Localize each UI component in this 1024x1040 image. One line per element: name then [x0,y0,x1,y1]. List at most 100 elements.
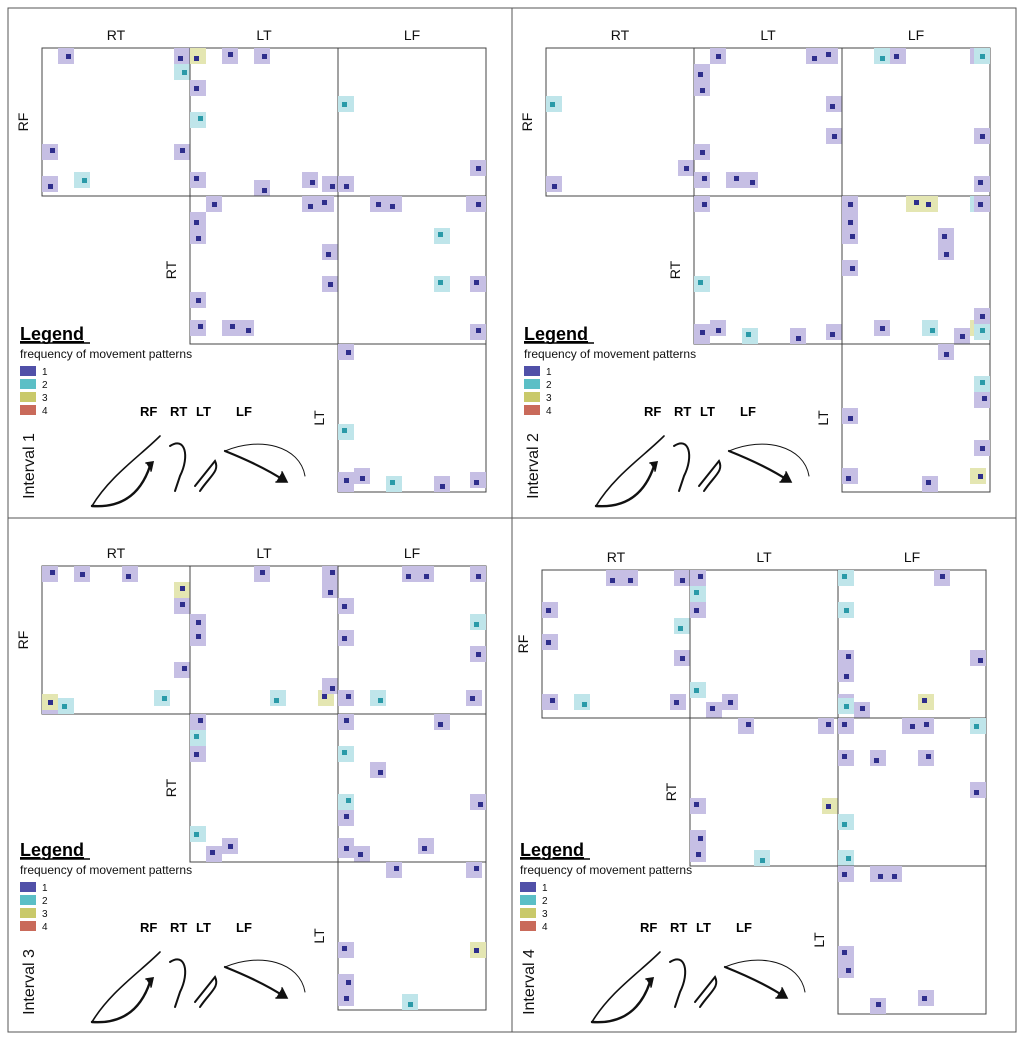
pattern-cell-marker [926,480,931,485]
interval-label: Interval 4 [521,949,538,1015]
pattern-cell-marker [876,1002,881,1007]
block-frame [841,195,991,345]
pattern-cell-marker [476,166,481,171]
pattern-cell-marker [830,332,835,337]
trajectory-rt [169,958,187,1008]
pattern-cell-marker [194,220,199,225]
pattern-cell-marker [942,234,947,239]
recurrence-block [837,569,987,719]
trajectory-rf-arrow [594,464,656,508]
block-frame [337,195,487,345]
legend-item-label: 2 [542,896,548,907]
pattern-cell-marker [438,280,443,285]
legend-swatch-3 [524,392,540,402]
trajectory-rf-arrow [90,464,152,508]
pattern-cell-marker [546,640,551,645]
pattern-cell-marker [546,608,551,613]
pattern-cell-marker [940,574,945,579]
pattern-cell-marker [180,586,185,591]
legend-item-label: 1 [542,883,548,894]
pattern-cell-marker [476,328,481,333]
recurrence-block [837,865,987,1015]
pattern-cell-marker [478,802,483,807]
block-frame [189,565,339,715]
pattern-cell-marker [850,234,855,239]
pattern-cell-marker [328,282,333,287]
pattern-cell-marker [894,54,899,59]
column-label-lt: LT [756,549,772,565]
trajectory-sketch [90,951,306,1024]
pattern-cell-marker [850,266,855,271]
pattern-cell-marker [262,54,267,59]
pattern-cell-marker [162,696,167,701]
pattern-cell-marker [66,54,71,59]
legend-swatch-2 [20,379,36,389]
pattern-cell-marker [82,178,87,183]
pattern-cell-marker [342,102,347,107]
step-label-lt: LT [196,920,211,935]
recurrence-block [337,47,487,197]
recurrence-block [841,343,991,493]
row-label-lt: LT [311,410,327,426]
interval-label: Interval 1 [21,433,38,499]
block-frame [189,195,339,345]
recurrence-block [189,47,339,197]
pattern-cell-marker [342,946,347,951]
pattern-cell-marker [930,328,935,333]
column-label-lt: LT [760,27,776,43]
pattern-cell-marker [330,184,335,189]
pattern-cell-marker [628,578,633,583]
row-label-rt: RT [663,782,679,801]
trajectory-rf [591,951,661,1023]
trajectory-lf [727,449,791,483]
trajectory-lt [698,459,722,492]
pattern-cell-marker [424,574,429,579]
step-label-rf: RF [644,404,661,419]
pattern-cell-marker [826,804,831,809]
column-label-lt: LT [256,545,272,561]
pattern-cell-marker [552,184,557,189]
block-frame [837,717,987,867]
trajectory-lf-thin [224,443,306,477]
pattern-cell-marker [228,844,233,849]
recurrence-block [41,47,191,197]
pattern-cell-marker [550,698,555,703]
pattern-cell-marker [728,700,733,705]
block-frame [545,47,695,197]
block-frame [337,47,487,197]
pattern-cell-marker [842,822,847,827]
trajectory-lf [223,449,287,483]
pattern-cell-marker [408,1002,413,1007]
pattern-cell-marker [700,330,705,335]
pattern-cell-marker [262,188,267,193]
pattern-cell-marker [474,866,479,871]
trajectory-rf [595,435,665,507]
pattern-cell-marker [696,852,701,857]
interval-panel: RT LT LF RF RT LT Legend frequency of movement … [519,27,991,508]
pattern-cell-marker [182,70,187,75]
trajectory-lt [194,459,218,492]
pattern-cell-marker [680,656,685,661]
pattern-cell-marker [750,180,755,185]
row-label-rf: RF [15,113,31,132]
pattern-cell-marker [194,56,199,61]
pattern-cell-marker [210,850,215,855]
pattern-cell-marker [326,252,331,257]
recurrence-block [837,717,987,867]
interval-panel: RT LT LF RF RT LT Legend frequency of movement … [15,27,487,508]
pattern-cell-marker [842,574,847,579]
legend-subtitle: frequency of movement patterns [520,863,692,877]
pattern-cell-marker [610,578,615,583]
legend-swatch-3 [20,392,36,402]
pattern-cell-marker [274,698,279,703]
legend-title: Legend [524,324,588,344]
pattern-cell-marker [960,334,965,339]
arrowhead-icon [779,471,793,483]
pattern-cell-marker [344,996,349,1001]
legend-swatch-1 [20,882,36,892]
trajectory-sketch [90,435,306,508]
pattern-cell-marker [694,608,699,613]
pattern-cell-marker [678,626,683,631]
block-frame [689,569,839,719]
pattern-cell-marker [846,968,851,973]
